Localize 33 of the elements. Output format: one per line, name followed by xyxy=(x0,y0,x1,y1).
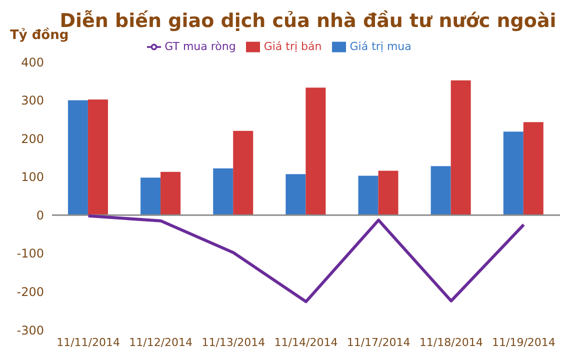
line-series xyxy=(86,214,526,304)
y-tick-label: -100 xyxy=(16,246,44,261)
y-tick-label: 0 xyxy=(36,208,44,222)
bar xyxy=(523,122,544,216)
y-tick-label: 300 xyxy=(21,94,44,108)
bar xyxy=(306,88,326,216)
bar xyxy=(88,100,108,216)
y-tick-label: -300 xyxy=(16,323,44,338)
y-tick-label: 400 xyxy=(21,55,44,70)
x-tick-label: 11/13/2014 xyxy=(202,336,266,349)
legend-label: Giá trị bán xyxy=(264,40,322,54)
x-tick-label: 11/14/2014 xyxy=(274,336,338,349)
x-tick-label: 11/12/2014 xyxy=(129,336,193,349)
bar xyxy=(68,100,88,216)
x-tick-label: 11/19/2014 xyxy=(492,336,556,349)
bar xyxy=(450,80,471,216)
y-tick-label: -200 xyxy=(16,284,44,299)
legend-label: Giá trị mua xyxy=(350,40,412,54)
bar xyxy=(160,172,181,216)
bar xyxy=(378,170,398,216)
bar xyxy=(233,130,254,216)
x-tick-label: 11/11/2014 xyxy=(56,336,120,349)
bar xyxy=(286,174,306,216)
bar xyxy=(140,178,161,216)
y-tick-label: 100 xyxy=(21,170,44,184)
x-tick-label: 11/18/2014 xyxy=(419,336,483,349)
bar xyxy=(430,166,451,216)
bar xyxy=(358,176,378,216)
x-tick-label: 11/17/2014 xyxy=(346,336,410,349)
bar xyxy=(213,168,234,216)
legend-label: GT mua ròng xyxy=(164,40,236,54)
bar xyxy=(503,132,524,216)
y-tick-label: 200 xyxy=(21,132,44,146)
